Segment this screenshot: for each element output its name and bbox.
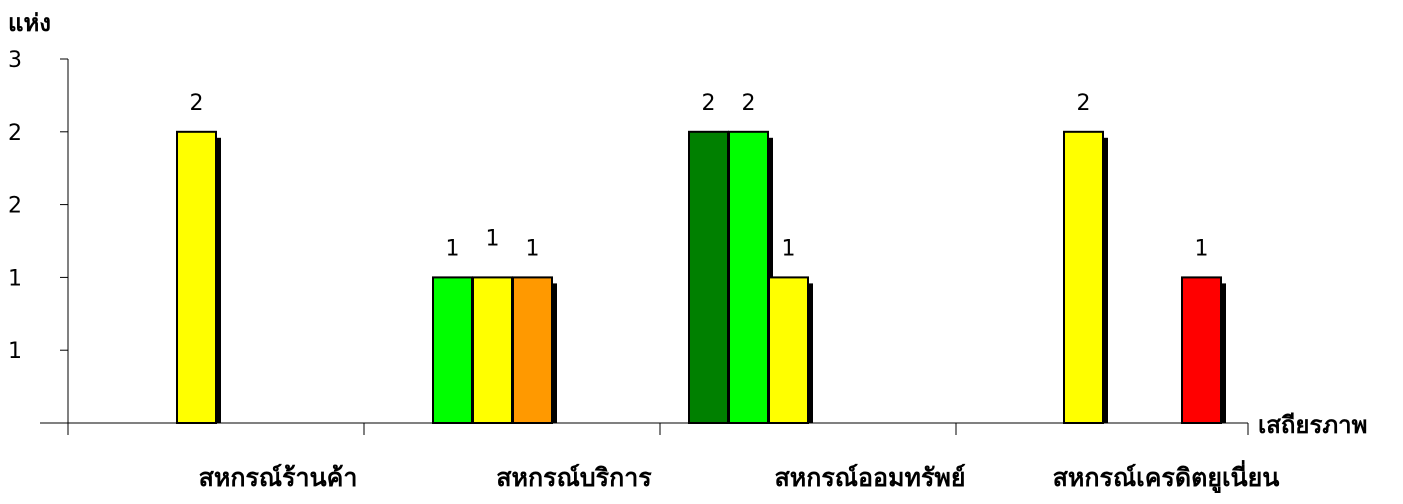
data-label: 1 — [782, 236, 796, 261]
data-label: 1 — [526, 236, 540, 261]
bar — [688, 130, 729, 425]
category-label: สหกรณ์เครดิตยูเนี่ยน — [1053, 460, 1280, 494]
y-axis-title: แห่ง — [8, 9, 51, 37]
bar — [1181, 276, 1222, 424]
y-tick-label: 3 — [8, 48, 22, 73]
category-label: สหกรณ์ออมทรัพย์ — [774, 463, 965, 492]
y-tick-label: 1 — [8, 339, 22, 364]
axes: 1 1 2 2 3 — [8, 48, 1249, 435]
data-label: 1 — [1195, 236, 1209, 261]
bar — [512, 276, 553, 424]
bar — [176, 130, 217, 425]
y-tick-label: 2 — [8, 194, 22, 219]
data-label: 1 — [446, 236, 460, 261]
y-tick-label: 1 — [8, 266, 22, 291]
bar — [472, 276, 513, 424]
bar — [768, 276, 809, 424]
bars — [176, 130, 1226, 425]
bar — [432, 276, 473, 424]
data-label: 1 — [486, 226, 500, 251]
data-label: 2 — [742, 91, 756, 116]
bar — [1063, 130, 1104, 425]
data-label: 2 — [190, 91, 204, 116]
category-label: สหกรณ์บริการ — [496, 463, 652, 492]
category-label: สหกรณ์ร้านค้า — [199, 463, 358, 492]
data-label: 2 — [702, 91, 716, 116]
y-tick-label: 2 — [8, 121, 22, 146]
x-axis-title: เสถียรภาพ — [1258, 411, 1367, 439]
data-label: 2 — [1077, 91, 1091, 116]
bar — [728, 130, 769, 425]
